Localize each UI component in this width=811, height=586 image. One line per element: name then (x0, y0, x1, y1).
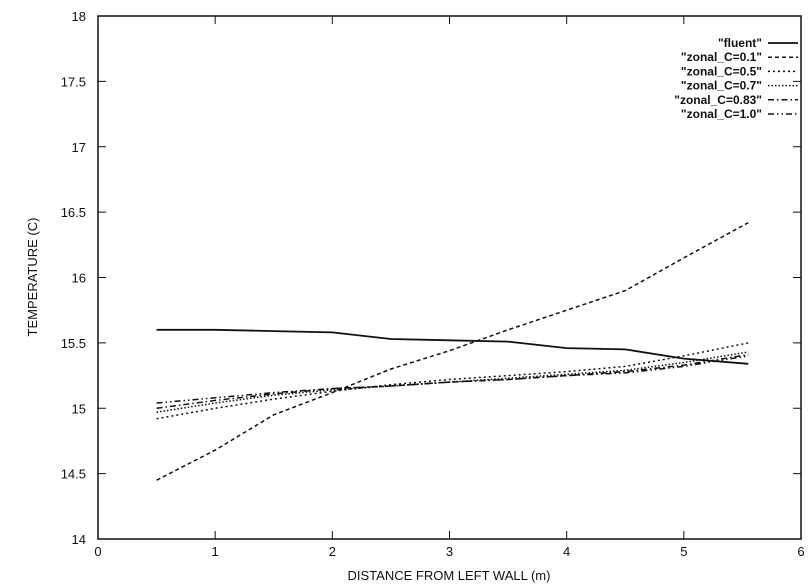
legend: "fluent""zonal_C=0.1""zonal_C=0.5""zonal… (674, 36, 798, 121)
legend-label: "zonal_C=0.7" (681, 79, 762, 93)
x-axis-label: DISTANCE FROM LEFT WALL (m) (348, 568, 551, 583)
x-tick-label: 3 (446, 544, 453, 559)
y-tick-label: 16 (72, 271, 86, 286)
y-tick-label: 15.5 (61, 336, 86, 351)
series-line-4 (156, 353, 749, 410)
legend-label: "fluent" (718, 36, 762, 50)
y-axis: 14 14.5 15 15.5 16 16.5 17 17.5 18 (61, 9, 801, 547)
x-tick-label: 6 (797, 544, 804, 559)
y-tick-label: 16.5 (61, 205, 86, 220)
y-tick-label: 15 (72, 401, 86, 416)
x-tick-label: 5 (680, 544, 687, 559)
series-layer (156, 221, 749, 481)
y-tick-label: 18 (72, 9, 86, 24)
y-axis-label: TEMPERATURE (C) (25, 218, 40, 337)
legend-label: "zonal_C=0.1" (681, 50, 762, 64)
y-tick-label: 14 (72, 532, 86, 547)
series-line-2 (156, 342, 749, 420)
legend-label: "zonal_C=0.5" (681, 64, 762, 78)
x-axis: 0 1 2 3 4 5 6 (94, 16, 805, 559)
legend-label: "zonal_C=0.83" (674, 93, 762, 107)
series-line-5 (156, 355, 749, 404)
y-tick-label: 14.5 (61, 467, 86, 482)
series-line-0 (156, 328, 749, 365)
series-line-1 (156, 221, 749, 481)
y-tick-label: 17.5 (61, 74, 86, 89)
x-tick-label: 4 (563, 544, 570, 559)
legend-label: "zonal_C=1.0" (681, 107, 762, 121)
x-tick-label: 0 (94, 544, 101, 559)
y-tick-label: 17 (72, 140, 86, 155)
x-tick-label: 2 (329, 544, 336, 559)
x-tick-label: 1 (212, 544, 219, 559)
